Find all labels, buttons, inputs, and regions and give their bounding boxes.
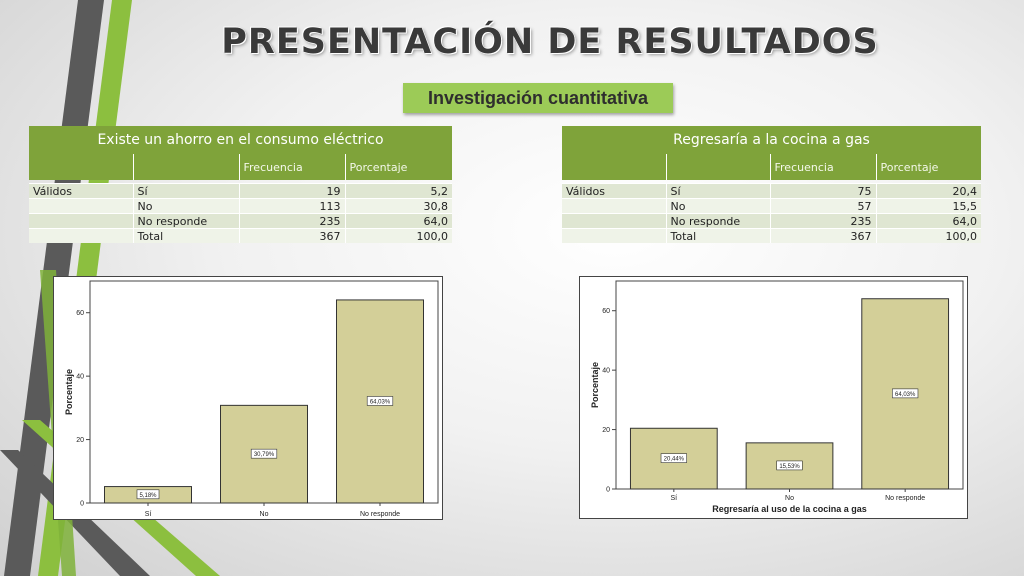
page-subtitle: Investigación cuantitativa [403,83,673,113]
y-tick-label: 60 [602,308,610,315]
row-porcentaje: 64,0 [344,213,452,229]
bar-chart-svg: 0 20 40 60 Porcentaje Sí 5,18% No 30,79% No respo… [64,280,439,518]
row-label: Total [132,228,239,243]
row-frecuencia: 367 [238,228,345,243]
data-label-box [660,453,687,463]
row-porcentaje: 30,8 [344,198,452,214]
data-label-box [366,396,394,406]
row-label: No responde [665,213,770,229]
y-tick-label: 60 [76,310,84,317]
row-label: Total [665,228,770,243]
header-frecuencia: Frecuencia [238,154,345,180]
data-label: 64,03% [370,399,391,405]
row-label: Sí [132,183,239,199]
table-ahorro-consumo: Existe un ahorro en el consumo eléctrico… [29,126,452,243]
row-frecuencia: 235 [238,213,345,229]
table-row: Total 367 100,0 [29,228,452,243]
y-tick-label: 0 [606,487,610,494]
data-label: 5,18% [139,493,157,499]
data-label: 64,03% [895,392,916,398]
row-label: No [665,198,770,214]
row-porcentaje: 5,2 [344,183,452,199]
row-label: No responde [132,213,239,229]
table-row: No 57 15,5 [562,198,981,214]
chart-cocina-gas: 0 20 40 60 Porcentaje Sí 20,44% No 15,53% No resp… [579,276,968,519]
x-tick-label: Sí [145,511,152,518]
x-tick-label: No [785,495,794,502]
row-porcentaje: 64,0 [875,213,981,229]
chart-ahorro-consumo: 0 20 40 60 Porcentaje Sí 5,18% No 30,79% No respo… [53,276,443,520]
header-porcentaje: Porcentaje [875,154,981,180]
row-frecuencia: 75 [769,183,876,199]
y-tick-label: 20 [602,427,610,434]
y-axis-label: Porcentaje [64,369,74,415]
header-empty [132,154,239,180]
table-row: Válidos Sí 75 20,4 [562,183,981,199]
y-tick-label: 20 [76,437,84,444]
row-frecuencia: 57 [769,198,876,214]
data-label-box [776,460,803,471]
table-cocina-gas: Regresaría a la cocina a gas Frecuencia … [562,126,981,243]
row-frecuencia: 367 [769,228,876,243]
data-label-box [250,448,278,459]
y-axis-label: Porcentaje [590,362,600,408]
y-tick-label: 40 [602,368,610,375]
table-title: Existe un ahorro en el consumo eléctrico [29,126,452,154]
group-label: Válidos [562,183,666,199]
row-porcentaje: 20,4 [875,183,981,199]
x-tick-label: No [260,511,269,518]
header-empty [562,154,666,180]
group-label: Válidos [29,183,133,199]
data-label: 30,79% [254,452,275,458]
header-porcentaje: Porcentaje [344,154,452,180]
row-frecuencia: 235 [769,213,876,229]
data-label: 15,53% [779,464,800,470]
page-title: PRESENTACIÓN DE RESULTADOS [221,22,879,62]
row-porcentaje: 100,0 [875,228,981,243]
header-empty [665,154,770,180]
table-row: Válidos Sí 19 5,2 [29,183,452,199]
data-label-box [892,388,919,399]
x-axis-label: Regresaría al uso de la cocina a gas [712,504,867,514]
row-frecuencia: 19 [238,183,345,199]
table-row: No responde 235 64,0 [29,213,452,229]
x-tick-label: No responde [360,511,400,518]
row-porcentaje: 100,0 [344,228,452,243]
header-frecuencia: Frecuencia [769,154,876,180]
header-empty [29,154,133,180]
row-porcentaje: 15,5 [875,198,981,214]
table-title: Regresaría a la cocina a gas [562,126,981,154]
y-tick-label: 40 [76,374,84,381]
table-row: No 113 30,8 [29,198,452,214]
bar-chart-svg: 0 20 40 60 Porcentaje Sí 20,44% No 15,53% No resp… [590,280,964,514]
row-label: Sí [665,183,770,199]
row-label: No [132,198,239,214]
data-label-box [136,489,160,500]
data-label: 20,44% [664,457,685,463]
table-row: Total 367 100,0 [562,228,981,243]
x-tick-label: No responde [885,495,925,502]
row-frecuencia: 113 [238,198,345,214]
y-tick-label: 0 [80,501,84,508]
x-tick-label: Sí [671,495,678,502]
table-row: No responde 235 64,0 [562,213,981,229]
